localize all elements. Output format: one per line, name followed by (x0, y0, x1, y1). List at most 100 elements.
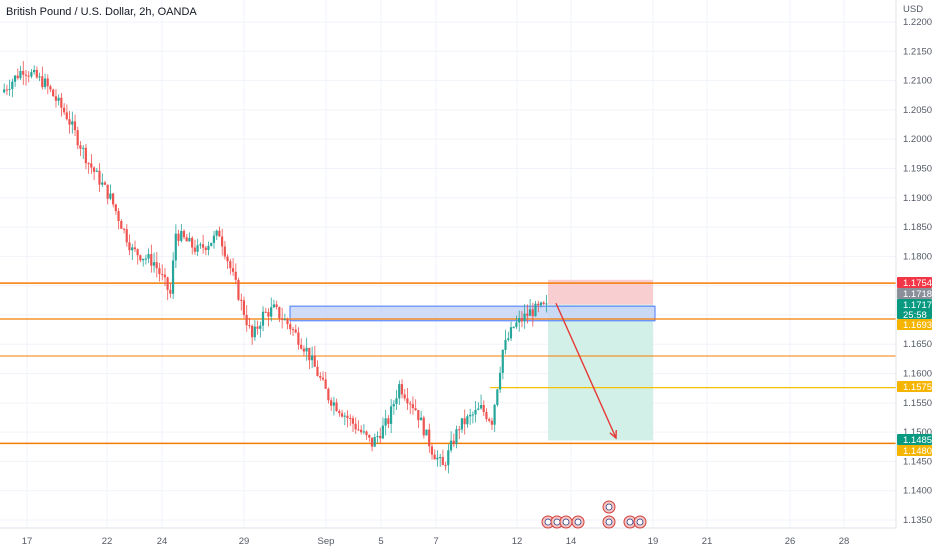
candle (376, 431, 379, 443)
candle (460, 418, 463, 433)
price-tag-label: 1.14858 (903, 435, 932, 446)
candle-body (106, 184, 109, 199)
price-tick-label: 1.13500 (903, 515, 932, 526)
time-tick-label: 22 (102, 536, 113, 547)
candle-body (354, 423, 357, 430)
candle (65, 104, 68, 121)
candle-body (537, 303, 540, 306)
candle (174, 224, 177, 269)
candle-body (109, 193, 112, 199)
candle-body (398, 384, 401, 399)
candle (141, 258, 145, 267)
candle (419, 410, 423, 421)
candle-body (57, 97, 60, 101)
candle (82, 145, 85, 159)
candle-body (79, 145, 82, 149)
candle-body (158, 268, 161, 275)
candle (537, 300, 540, 313)
candle-body (270, 307, 273, 317)
time-axis[interactable]: 17 22 24 29 Sep 5 7 12 14 19 21 26 28 (22, 536, 850, 547)
candle-body (425, 429, 428, 436)
candle (302, 345, 305, 357)
price-tick-label: 1.21000 (903, 76, 932, 87)
candle-body (441, 457, 444, 466)
economic-events[interactable] (541, 500, 647, 529)
candle-body (261, 311, 265, 326)
price-tag-label: 1.15759 (903, 382, 932, 393)
candle-body (370, 437, 374, 447)
candle (98, 163, 101, 193)
price-tick-label: 1.18500 (903, 222, 932, 233)
candle-body (76, 130, 79, 146)
candle (122, 227, 126, 234)
candle (526, 304, 529, 324)
candle (447, 444, 450, 474)
candle-body (120, 221, 123, 229)
candle (161, 264, 164, 281)
candle-body (32, 69, 36, 73)
candle-body (185, 237, 188, 242)
candle (19, 65, 22, 81)
time-tick-label: 7 (433, 536, 438, 547)
candle (250, 324, 254, 345)
grid (0, 0, 896, 528)
candle-body (458, 429, 461, 431)
candle (433, 449, 436, 460)
candle-body (147, 254, 150, 259)
candle (359, 425, 363, 435)
candle (430, 443, 434, 460)
stop-loss-zone[interactable] (548, 279, 653, 305)
candle (144, 254, 147, 265)
take-profit-zone[interactable] (548, 304, 653, 441)
candle-body (539, 302, 543, 306)
candle (463, 409, 466, 435)
candle (150, 244, 153, 273)
candle-body (501, 349, 504, 373)
time-tick-label: 29 (239, 536, 250, 547)
candle (321, 371, 325, 381)
candle-body (313, 355, 316, 367)
candle (128, 234, 131, 255)
candle (226, 254, 229, 270)
supply-zone-rectangle[interactable] (289, 305, 656, 322)
candle (411, 396, 414, 415)
candle-body (60, 97, 63, 108)
candle (267, 308, 270, 327)
candle-body (43, 78, 47, 88)
time-tick-label: 26 (785, 536, 796, 547)
candle (379, 427, 382, 443)
candle (351, 415, 354, 433)
candle (13, 74, 17, 87)
event-flag-inner-icon (544, 518, 552, 526)
candle (90, 154, 93, 174)
candle-body (395, 398, 398, 404)
candle (240, 293, 243, 311)
target-price-tag (897, 434, 932, 445)
candle-body (439, 457, 442, 459)
candle (291, 326, 295, 336)
price-tick-label: 1.15500 (903, 398, 932, 409)
candle (534, 300, 537, 317)
drawings[interactable] (0, 279, 896, 445)
candle (338, 409, 341, 417)
price-tick-label: 1.14500 (903, 456, 932, 467)
candle-body (46, 78, 49, 87)
candle-body (449, 440, 453, 451)
candle-body (504, 339, 507, 350)
candle-body (417, 410, 420, 421)
candle (452, 433, 455, 448)
candle (231, 258, 235, 276)
candle-body (297, 332, 300, 345)
candle (117, 207, 120, 230)
candle (294, 324, 297, 334)
candle-body (177, 233, 180, 241)
candle (218, 226, 221, 237)
candle (409, 400, 412, 415)
candle-body (256, 326, 259, 329)
time-tick-label: 12 (512, 536, 523, 547)
candle-body (321, 377, 325, 380)
candle-body (267, 312, 270, 317)
candle-body (436, 457, 439, 460)
